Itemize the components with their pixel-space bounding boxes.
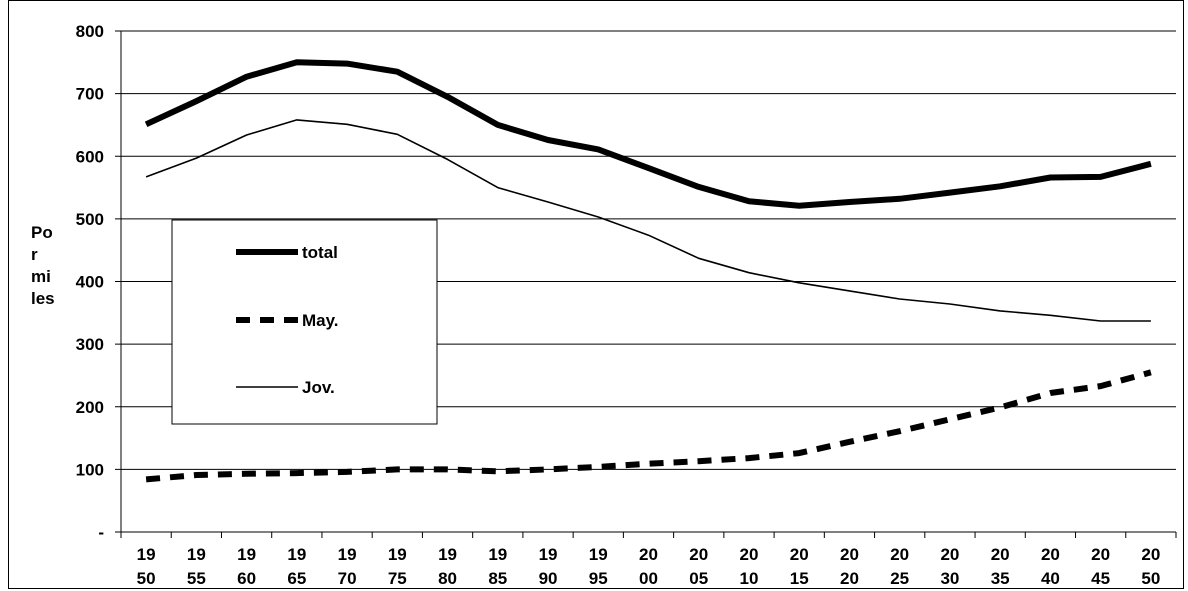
- chart-frame: [8, 0, 1184, 589]
- x-tick-label: 25: [890, 569, 909, 588]
- x-tick-label: 19: [539, 545, 558, 564]
- x-tick-label: 19: [488, 545, 507, 564]
- y-tick-label: 500: [76, 210, 104, 229]
- x-tick-label: 19: [237, 545, 256, 564]
- y-tick-label: 600: [76, 147, 104, 166]
- y-tick-label: 100: [76, 460, 104, 479]
- x-tick-label: 20: [689, 545, 708, 564]
- legend-label: total: [302, 243, 338, 262]
- x-tick-label: 95: [589, 569, 608, 588]
- x-tick-label: 20: [890, 545, 909, 564]
- y-axis-label-line: Po: [31, 223, 53, 242]
- x-tick-label: 20: [940, 545, 959, 564]
- x-tick-label: 20: [790, 545, 809, 564]
- x-tick-label: 20: [991, 545, 1010, 564]
- x-tick-label: 80: [438, 569, 457, 588]
- x-tick-label: 05: [689, 569, 708, 588]
- x-tick-label: 15: [790, 569, 809, 588]
- x-tick-label: 60: [237, 569, 256, 588]
- x-tick-label: 75: [388, 569, 407, 588]
- x-tick-label: 19: [187, 545, 206, 564]
- x-tick-label: 45: [1091, 569, 1110, 588]
- x-tick-label: 20: [1141, 545, 1160, 564]
- y-tick-label: 300: [76, 335, 104, 354]
- axes: [115, 30, 1177, 538]
- x-tick-label: 35: [991, 569, 1010, 588]
- y-axis-label-line: les: [31, 289, 55, 308]
- x-tick-label: 65: [287, 569, 306, 588]
- x-tick-label: 20: [740, 545, 759, 564]
- legend: total May. Jov.: [171, 219, 438, 425]
- y-axis-label: Po r mi les: [31, 222, 71, 310]
- x-tick-label: 20: [639, 545, 658, 564]
- x-tick-label: 70: [338, 569, 357, 588]
- y-tick-label: 800: [76, 22, 104, 41]
- x-tick-label: 30: [940, 569, 959, 588]
- x-tick-label: 20: [840, 545, 859, 564]
- x-tick-label: 55: [187, 569, 206, 588]
- x-tick-label: 50: [137, 569, 156, 588]
- legend-label: Jov.: [302, 378, 335, 397]
- x-tick-label: 50: [1141, 569, 1160, 588]
- x-tick-label: 20: [840, 569, 859, 588]
- legend-label: May.: [302, 311, 339, 330]
- y-tick-labels: - 100 200 300 400 500 600 700 800: [76, 22, 104, 542]
- x-tick-label: 19: [287, 545, 306, 564]
- x-tick-label: 90: [539, 569, 558, 588]
- x-tick-label: 19: [438, 545, 457, 564]
- x-tick-label: 20: [1091, 545, 1110, 564]
- series-lines: [144, 59, 1152, 483]
- series-line-total: [144, 59, 1152, 209]
- x-tick-labels: 19 50 19 55 19 60 19 65 19 70 19 75 19 80 19 85 19 90 19 95…: [137, 545, 1161, 588]
- x-tick-label: 85: [488, 569, 507, 588]
- y-tick-label: 400: [76, 273, 104, 292]
- x-tick-label: 00: [639, 569, 658, 588]
- x-tick-label: 19: [338, 545, 357, 564]
- legend-box: [171, 219, 438, 425]
- series-line-may: [145, 369, 1152, 483]
- y-tick-label: -: [98, 523, 104, 542]
- y-axis-label-line: r: [31, 245, 38, 264]
- x-tick-label: 40: [1041, 569, 1060, 588]
- y-tick-label: 200: [76, 398, 104, 417]
- x-tick-label: 20: [1041, 545, 1060, 564]
- y-axis-label-line: mi: [31, 267, 51, 286]
- x-tick-label: 19: [388, 545, 407, 564]
- x-tick-label: 10: [740, 569, 759, 588]
- y-tick-label: 700: [76, 85, 104, 104]
- x-tick-label: 19: [589, 545, 608, 564]
- x-tick-label: 19: [137, 545, 156, 564]
